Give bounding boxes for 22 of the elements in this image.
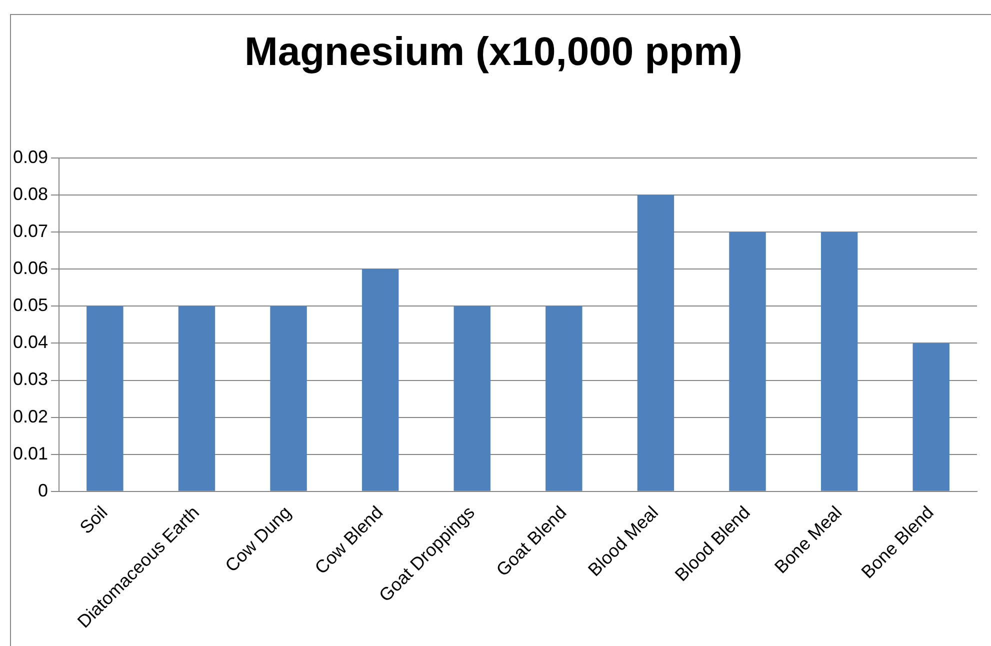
- bar: [454, 306, 490, 491]
- bar: [86, 306, 124, 491]
- y-tick-label: 0.04: [12, 332, 48, 352]
- y-tick-label: 0.08: [12, 184, 48, 204]
- bar: [270, 306, 307, 491]
- y-tick-label: 0.01: [12, 443, 48, 464]
- y-tick-label: 0.03: [12, 369, 48, 390]
- bar: [729, 232, 766, 491]
- y-tick-label: 0.09: [12, 146, 48, 167]
- bar: [546, 306, 582, 491]
- y-tick-label: 0.02: [12, 406, 48, 426]
- chart-title: Magnesium (x10,000 ppm): [244, 30, 742, 74]
- bar: [820, 232, 858, 491]
- x-tick-label: Soil: [76, 502, 112, 538]
- y-tick-label: 0: [38, 480, 48, 500]
- bar: [362, 269, 399, 491]
- y-tick-label: 0.05: [12, 295, 48, 316]
- y-tick-label: 0.07: [12, 221, 48, 242]
- y-tick-label: 0.06: [12, 258, 48, 278]
- bar: [637, 195, 674, 491]
- bar: [178, 306, 216, 491]
- bar: [912, 343, 950, 491]
